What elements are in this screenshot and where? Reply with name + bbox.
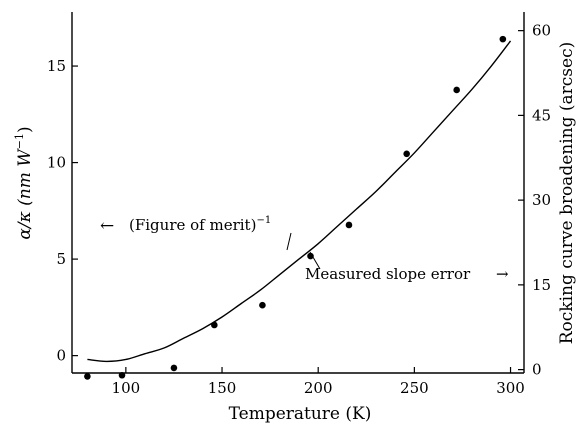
fom-arrow: ←	[100, 216, 114, 236]
slope-arrow: →	[496, 265, 509, 283]
series-line-figure-of-merit	[87, 40, 512, 363]
data-point-slope-error	[170, 364, 178, 372]
x-tick-label: 250	[400, 379, 429, 397]
y-left-tick-label: 0	[56, 347, 66, 365]
x-tick-label: 300	[496, 379, 525, 397]
slope-pointer	[309, 251, 321, 270]
y-right-tick-label: 60	[532, 22, 551, 40]
data-point-slope-error	[499, 35, 507, 43]
data-point-slope-error	[453, 86, 460, 94]
data-point-slope-error	[345, 221, 353, 229]
fom-label: (Figure of merit)−1	[129, 215, 271, 234]
y-axis-left-label: α/κ (nm W−1)	[13, 126, 35, 239]
fom-pointer	[286, 232, 292, 251]
y-right-tick-label: 0	[532, 361, 542, 379]
data-point-slope-error	[84, 373, 91, 380]
data-point-slope-error	[403, 150, 410, 158]
y-right-tick-label: 15	[532, 276, 551, 294]
y-right-tick-label: 30	[532, 191, 551, 209]
y-left-tick-label: 5	[56, 250, 66, 268]
data-point-slope-error	[259, 301, 266, 309]
x-axis-label: Temperature (K)	[229, 404, 372, 424]
y-left-tick-label: 10	[47, 154, 66, 172]
data-point-slope-error	[211, 321, 218, 329]
x-tick-label: 100	[112, 379, 141, 397]
y-right-tick-label: 45	[532, 106, 551, 124]
y-left-tick-label: 15	[47, 57, 66, 75]
data-point-slope-error	[118, 371, 126, 379]
x-tick-label: 200	[304, 379, 333, 397]
x-tick-label: 150	[208, 379, 237, 397]
y-axis-right-label: Rocking curve broadening (arcsec)	[557, 42, 577, 345]
slope-label: Measured slope error	[305, 265, 471, 283]
data-point-slope-error	[307, 252, 314, 260]
